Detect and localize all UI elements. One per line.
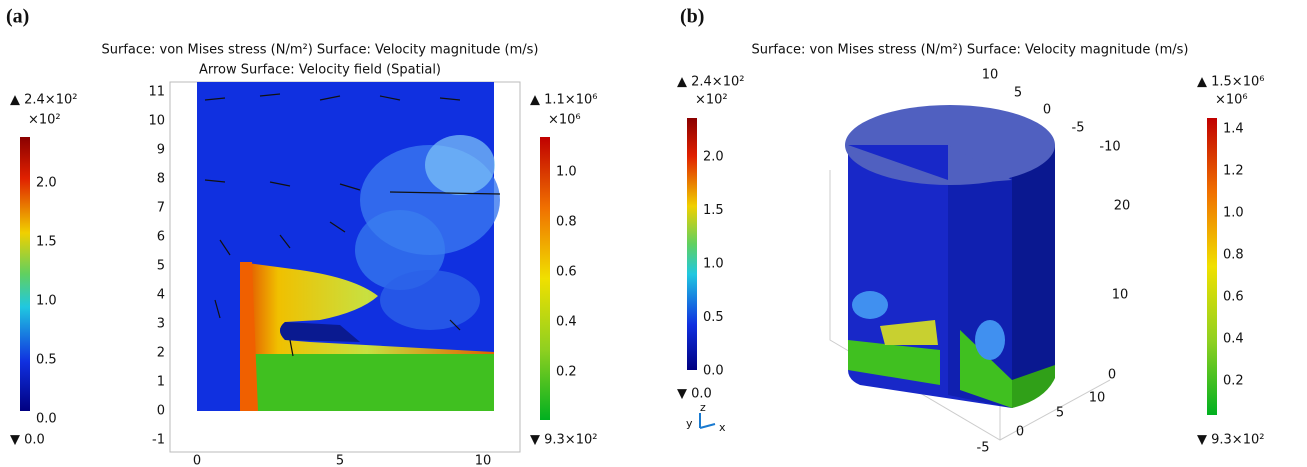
- colorbar-tick-label: 0.6: [556, 265, 577, 280]
- colorbar-min: ▼ 9.3×10²: [530, 433, 597, 448]
- colorbar-tick-label: 0.0: [703, 364, 724, 379]
- x-tick-label: 5: [336, 454, 344, 467]
- colorbar-tick-label: 0.6: [1223, 290, 1244, 305]
- colorbar: [20, 137, 30, 411]
- colorbar-max: ▲ 1.5×10⁶: [1197, 75, 1264, 90]
- colorbar-tick-label: 0.2: [1223, 374, 1244, 389]
- axis-label: 20: [1114, 199, 1131, 214]
- colorbar-tick-label: 1.0: [36, 294, 57, 309]
- colorbar-tick-label: 0.5: [703, 310, 724, 325]
- axis-label: 5: [1056, 406, 1064, 421]
- colorbar-max: ▲ 2.4×10²: [10, 93, 77, 108]
- y-tick-label: 9: [157, 143, 165, 158]
- axis-label: -10: [1099, 140, 1120, 155]
- axis-label: 10: [982, 68, 999, 83]
- y-tick-label: 11: [148, 85, 165, 100]
- y-tick-label: 10: [148, 114, 165, 129]
- colorbar-tick-label: 0.4: [1223, 332, 1244, 347]
- axis-label: 0: [1016, 425, 1024, 440]
- plot-b: [699, 105, 1111, 441]
- colorbar: [540, 137, 550, 420]
- colorbar-max: ▲ 1.1×10⁶: [530, 93, 597, 108]
- colorbar-tick-label: 0.8: [556, 215, 577, 230]
- axis-triad-label: y: [686, 417, 693, 430]
- axis-label: -5: [1072, 121, 1085, 136]
- panel-label: (a): [6, 6, 29, 28]
- colorbar-max: ▲ 2.4×10²: [677, 75, 744, 90]
- axis-label: 5: [1014, 86, 1022, 101]
- colorbar-multiplier: ×10⁶: [548, 113, 581, 128]
- colorbar-min: ▼ 0.0: [677, 387, 712, 402]
- y-tick-label: 1: [157, 375, 165, 390]
- panel-title: Surface: von Mises stress (N/m²) Surface…: [752, 43, 1189, 58]
- colorbar-min: ▼ 0.0: [10, 433, 45, 448]
- colorbar-tick-label: 1.0: [556, 165, 577, 180]
- colorbar: [687, 118, 697, 370]
- axis-label: -5: [977, 441, 990, 456]
- colorbar-tick-label: 0.2: [556, 365, 577, 380]
- y-tick-label: -1: [152, 433, 165, 448]
- colorbar-min: ▼ 9.3×10²: [1197, 433, 1264, 448]
- y-tick-label: 7: [157, 201, 165, 216]
- colorbar-tick-label: 1.4: [1223, 122, 1244, 137]
- colorbar-tick-label: 0.0: [36, 412, 57, 427]
- colorbar-tick-label: 0.5: [36, 353, 57, 368]
- colorbar-tick-label: 1.0: [703, 257, 724, 272]
- x-tick-label: 0: [193, 454, 201, 467]
- colorbar-tick-label: 1.2: [1223, 164, 1244, 179]
- y-tick-label: 4: [157, 288, 165, 303]
- panel-label: (b): [680, 6, 704, 28]
- y-tick-label: 6: [157, 230, 165, 245]
- colorbar-tick-label: 1.5: [36, 235, 57, 250]
- colorbar-tick-label: 2.0: [703, 150, 724, 165]
- y-tick-label: 2: [157, 346, 165, 361]
- axis-triad-label: x: [719, 421, 726, 434]
- colorbar-tick-label: 0.8: [1223, 248, 1244, 263]
- colorbar-multiplier: ×10²: [28, 113, 61, 128]
- colorbar-multiplier: ×10⁶: [1215, 93, 1248, 108]
- axis-triad-label: z: [700, 401, 706, 414]
- colorbar-multiplier: ×10²: [695, 93, 728, 108]
- y-tick-label: 5: [157, 259, 165, 274]
- y-tick-label: 0: [157, 404, 165, 419]
- axis-label: 10: [1089, 391, 1106, 406]
- colorbar-tick-label: 1.0: [1223, 206, 1244, 221]
- axis-label: 10: [1112, 288, 1129, 303]
- panel-title: Surface: von Mises stress (N/m²) Surface…: [102, 43, 539, 58]
- y-tick-label: 8: [157, 172, 165, 187]
- axis-label: 0: [1108, 368, 1116, 383]
- colorbar-tick-label: 2.0: [36, 176, 57, 191]
- panel-title: Arrow Surface: Velocity field (Spatial): [199, 63, 441, 78]
- plot-a: [169, 81, 521, 453]
- y-tick-label: 3: [157, 317, 165, 332]
- colorbar-tick-label: 0.4: [556, 315, 577, 330]
- x-tick-label: 10: [475, 454, 492, 467]
- colorbar-tick-label: 1.5: [703, 203, 724, 218]
- colorbar: [1207, 118, 1217, 415]
- axis-label: 0: [1043, 103, 1051, 118]
